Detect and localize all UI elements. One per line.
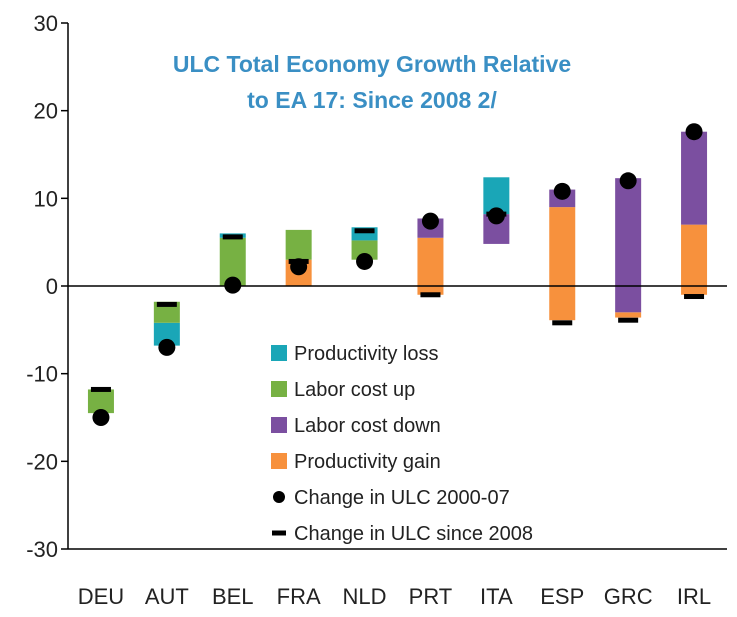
- bar-segment-irl-productivity-gain: [681, 224, 708, 295]
- legend-dot: [273, 491, 285, 503]
- marker-2000-07-irl: [685, 123, 703, 141]
- markers: [90, 123, 705, 426]
- marker-since-2008-prt: [420, 292, 441, 298]
- legend-label: Labor cost down: [294, 415, 441, 437]
- marker-since-2008-nld: [354, 228, 375, 234]
- legend: Productivity loss Labor cost up Labor cost…: [271, 343, 533, 545]
- category-label-bel: BEL: [212, 584, 254, 609]
- category-label-fra: FRA: [277, 584, 321, 609]
- legend-label: Productivity loss: [294, 343, 439, 365]
- marker-2000-07-prt: [421, 212, 439, 230]
- legend-dash: [272, 530, 286, 536]
- legend-label: Change in ULC since 2008: [294, 523, 533, 545]
- marker-2000-07-grc: [619, 172, 637, 190]
- marker-since-2008-esp: [552, 320, 573, 326]
- y-tick-label: -20: [26, 449, 58, 474]
- marker-since-2008-grc: [618, 317, 639, 323]
- category-label-nld: NLD: [343, 584, 387, 609]
- marker-2000-07-aut: [158, 338, 176, 356]
- legend-swatch-productivity-loss: [271, 345, 287, 361]
- legend-swatch-labor-cost-up: [271, 381, 287, 397]
- bar-segment-fra-labor-cost-up: [285, 229, 312, 260]
- bar-segment-aut-labor-cost-up: [153, 301, 180, 323]
- chart-title-line-1: ULC Total Economy Growth Relative: [173, 51, 571, 77]
- stacked-bars: [87, 131, 708, 414]
- x-axis-categories: DEU AUT BEL FRA NLD PRT ITA ESP GRC IRL: [78, 584, 711, 609]
- legend-label: Productivity gain: [294, 451, 441, 473]
- y-tick-label: -10: [26, 362, 58, 387]
- marker-since-2008-deu: [90, 386, 111, 392]
- category-label-grc: GRC: [604, 584, 653, 609]
- marker-since-2008-aut: [156, 301, 177, 307]
- bar-segment-grc-labor-cost-down: [615, 178, 642, 313]
- legend-label: Change in ULC 2000-07: [294, 487, 510, 509]
- bar-segment-esp-productivity-gain: [549, 207, 576, 321]
- legend-label: Labor cost up: [294, 379, 415, 401]
- marker-2000-07-fra: [290, 258, 308, 276]
- marker-2000-07-deu: [92, 409, 110, 426]
- marker-since-2008-irl: [684, 294, 705, 300]
- marker-2000-07-esp: [553, 182, 571, 200]
- bar-segment-irl-labor-cost-down: [681, 131, 708, 225]
- chart-title: ULC Total Economy Growth Relative to EA …: [173, 51, 571, 113]
- bar-segment-deu-labor-cost-up: [87, 389, 114, 414]
- bar-segment-aut-productivity-loss: [153, 322, 180, 346]
- marker-2000-07-ita: [487, 207, 505, 225]
- category-label-irl: IRL: [677, 584, 711, 609]
- chart-title-line-2: to EA 17: Since 2008 2/: [247, 87, 497, 113]
- category-label-aut: AUT: [145, 584, 189, 609]
- y-tick-label: 0: [46, 274, 58, 299]
- category-label-ita: ITA: [480, 584, 513, 609]
- category-label-esp: ESP: [540, 584, 584, 609]
- axes: [67, 23, 727, 550]
- legend-swatch-productivity-gain: [271, 453, 287, 469]
- marker-2000-07-bel: [224, 276, 242, 294]
- y-tick-label: -30: [26, 537, 58, 562]
- marker-2000-07-nld: [356, 252, 374, 270]
- y-tick-label: 20: [34, 99, 58, 124]
- legend-swatch-labor-cost-down: [271, 417, 287, 433]
- y-tick-label: 30: [34, 11, 58, 36]
- marker-since-2008-bel: [222, 234, 243, 240]
- bar-segment-grc-productivity-gain: [615, 312, 642, 318]
- category-label-prt: PRT: [409, 584, 453, 609]
- category-label-deu: DEU: [78, 584, 124, 609]
- y-axis-ticks: 30 20 10 0 -10 -20 -30: [26, 11, 68, 562]
- y-tick-label: 10: [34, 186, 58, 211]
- bar-segment-nld-labor-cost-up: [351, 240, 378, 260]
